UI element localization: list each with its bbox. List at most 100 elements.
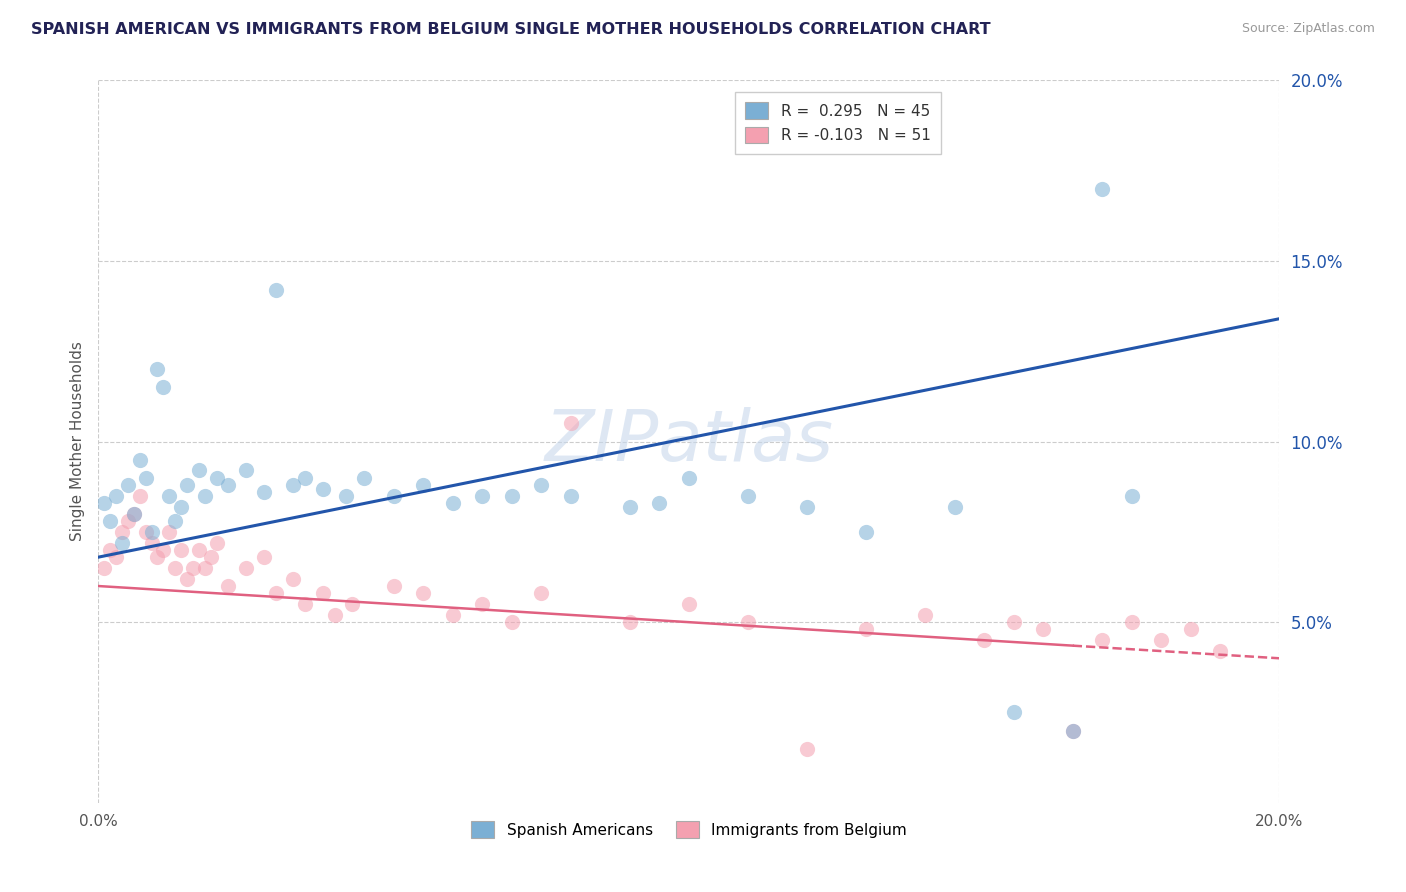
Point [412,478,434,492]
Point [335,489,357,503]
Point [217,478,239,492]
Y-axis label: Single Mother Households: Single Mother Households [69,342,84,541]
Text: Source: ZipAtlas.com: Source: ZipAtlas.com [1241,22,1375,36]
Point [501,489,523,503]
Point [914,607,936,622]
Point [194,489,217,503]
Point [157,524,180,539]
Point [152,542,174,557]
Point [128,489,150,503]
Point [1121,489,1143,503]
Point [165,561,187,575]
Point [205,535,228,549]
Point [530,586,553,600]
Point [152,380,174,394]
Point [98,542,121,557]
Point [1091,633,1114,648]
Text: SPANISH AMERICAN VS IMMIGRANTS FROM BELGIUM SINGLE MOTHER HOUSEHOLDS CORRELATION: SPANISH AMERICAN VS IMMIGRANTS FROM BELG… [31,22,991,37]
Point [441,607,464,622]
Point [283,572,305,586]
Point [135,471,157,485]
Point [1150,633,1173,648]
Point [382,579,405,593]
Point [560,489,582,503]
Point [312,482,335,496]
Point [342,597,364,611]
Point [1180,623,1202,637]
Point [737,489,759,503]
Point [1121,615,1143,630]
Point [111,535,134,549]
Point [176,572,198,586]
Point [187,542,209,557]
Point [93,561,115,575]
Point [122,507,145,521]
Point [382,489,405,503]
Point [1002,706,1025,720]
Point [471,489,494,503]
Point [323,607,346,622]
Point [737,615,759,630]
Point [194,561,217,575]
Point [796,500,818,514]
Point [181,561,204,575]
Point [943,500,966,514]
Point [796,741,818,756]
Point [170,542,193,557]
Point [253,485,276,500]
Point [122,507,145,521]
Point [619,500,641,514]
Point [200,550,222,565]
Point [1209,644,1232,658]
Point [170,500,193,514]
Point [283,478,305,492]
Point [105,550,128,565]
Point [235,463,257,477]
Point [441,496,464,510]
Point [128,452,150,467]
Point [146,362,169,376]
Point [530,478,553,492]
Point [1062,723,1084,738]
Point [176,478,198,492]
Point [855,524,877,539]
Point [1062,723,1084,738]
Point [253,550,276,565]
Point [117,478,139,492]
Point [105,489,128,503]
Point [141,524,163,539]
Point [1032,623,1054,637]
Point [93,496,115,510]
Point [312,586,335,600]
Point [235,561,257,575]
Point [111,524,134,539]
Point [264,586,287,600]
Point [264,283,287,297]
Point [141,535,163,549]
Point [560,417,582,431]
Point [678,597,700,611]
Point [855,623,877,637]
Point [1002,615,1025,630]
Point [117,514,139,528]
Point [973,633,995,648]
Point [294,471,316,485]
Point [98,514,121,528]
Text: ZIPatlas: ZIPatlas [544,407,834,476]
Point [165,514,187,528]
Legend: Spanish Americans, Immigrants from Belgium: Spanish Americans, Immigrants from Belgi… [463,813,915,847]
Point [187,463,209,477]
Point [353,471,375,485]
Point [501,615,523,630]
Point [217,579,239,593]
Point [205,471,228,485]
Point [619,615,641,630]
Point [294,597,316,611]
Point [412,586,434,600]
Point [678,471,700,485]
Point [135,524,157,539]
Point [648,496,671,510]
Point [471,597,494,611]
Point [146,550,169,565]
Point [157,489,180,503]
